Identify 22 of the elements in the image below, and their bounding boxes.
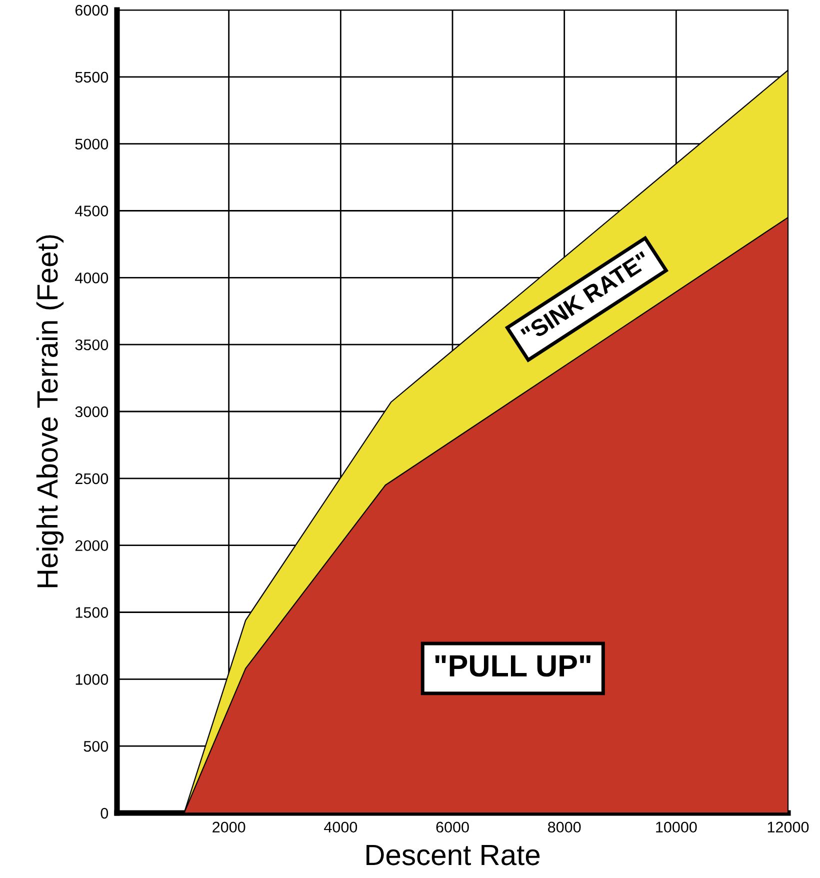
x-tick-label: 12000 [768, 822, 809, 833]
y-tick-label: 1000 [76, 674, 108, 685]
x-tick-label: 6000 [436, 822, 469, 833]
y-tick-label: 0 [100, 808, 108, 819]
y-tick-label: 3500 [75, 339, 108, 350]
y-tick-label: 3000 [75, 406, 108, 418]
y-tick-label: 2000 [75, 540, 108, 552]
y-tick-label: 6000 [75, 4, 108, 16]
x-tick-label: 2000 [212, 822, 246, 833]
x-tick-label: 4000 [324, 822, 358, 833]
x-axis-title: Descent Rate [366, 844, 540, 866]
x-tick-label: 10000 [656, 822, 697, 833]
y-tick-label: 2500 [75, 473, 108, 484]
x-tick-label: 8000 [548, 822, 581, 833]
y-axis-title: Height Above Terrain (Feet) [36, 235, 64, 588]
y-tick-label: 4000 [75, 272, 108, 284]
series-label: "PULL UP" [435, 655, 590, 677]
y-tick-label: 5500 [75, 72, 108, 83]
y-tick-label: 4500 [75, 206, 108, 216]
y-tick-label: 1500 [76, 607, 108, 618]
y-tick-label: 5000 [75, 138, 108, 150]
y-tick-label: 500 [84, 740, 108, 752]
